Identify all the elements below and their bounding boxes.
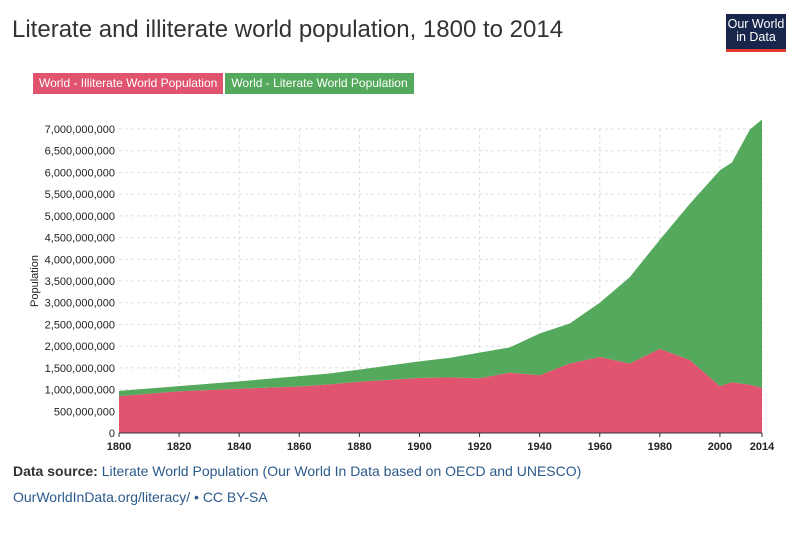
x-tick-label: 1820 <box>167 441 191 453</box>
x-tick-label: 1940 <box>527 441 551 453</box>
y-tick-label: 6,500,000,000 <box>45 146 115 158</box>
legend-item-illiterate[interactable]: World - Illiterate World Population <box>33 73 224 94</box>
y-tick-label: 1,000,000,000 <box>45 385 115 397</box>
data-source: Data source: Literate World Population (… <box>13 463 581 479</box>
area-series-0[interactable] <box>119 348 762 433</box>
y-tick-label: 5,000,000,000 <box>45 211 115 223</box>
x-tick-label: 2000 <box>708 441 732 453</box>
x-tick-label: 2014 <box>750 441 775 453</box>
y-tick-label: 0 <box>109 428 115 440</box>
x-tick-label: 1800 <box>107 441 131 453</box>
area-series-1[interactable] <box>119 119 762 397</box>
x-tick-label: 1900 <box>407 441 431 453</box>
x-tick-label: 1840 <box>227 441 251 453</box>
y-tick-label: 2,000,000,000 <box>45 341 115 353</box>
x-tick-label: 1960 <box>588 441 612 453</box>
y-tick-label: 5,500,000,000 <box>45 189 115 201</box>
y-tick-label: 500,000,000 <box>54 406 115 418</box>
x-tick-label: 1980 <box>648 441 672 453</box>
chart-areas <box>119 119 762 433</box>
y-tick-label: 6,000,000,000 <box>45 167 115 179</box>
source-link[interactable]: Literate World Population (Our World In … <box>101 463 582 479</box>
legend: World - Illiterate World Population Worl… <box>33 73 416 94</box>
x-axis-ticks: 1800 1820 1840 1860 1880 1900 1920 1940 1960 1980… <box>107 433 775 453</box>
owid-logo[interactable]: Our World in Data <box>726 14 786 52</box>
footer-url-link[interactable]: OurWorldInData.org/literacy/ <box>13 489 191 505</box>
legend-item-literate[interactable]: World - Literate World Population <box>225 73 414 94</box>
y-tick-label: 7,000,000,000 <box>45 124 115 136</box>
y-tick-label: 2,500,000,000 <box>45 319 115 331</box>
license-label[interactable]: • CC BY-SA <box>194 489 268 505</box>
y-axis-ticks: 0 500,000,000 1,000,000,000 1,500,000,000 2,… <box>45 124 115 440</box>
x-tick-label: 1880 <box>347 441 371 453</box>
x-tick-label: 1860 <box>287 441 311 453</box>
y-tick-label: 1,500,000,000 <box>45 363 115 375</box>
footer: OurWorldInData.org/literacy/ • CC BY-SA <box>13 489 268 505</box>
x-tick-label: 1920 <box>467 441 491 453</box>
logo-line-2: in Data <box>736 30 776 44</box>
y-tick-label: 4,000,000,000 <box>45 254 115 266</box>
y-axis-label: Population <box>29 255 41 307</box>
chart-title: Literate and illiterate world population… <box>12 16 564 43</box>
y-tick-label: 4,500,000,000 <box>45 233 115 245</box>
logo-accent-bar <box>726 49 786 52</box>
y-tick-label: 3,000,000,000 <box>45 298 115 310</box>
logo-line-1: Our World <box>727 17 785 31</box>
source-label: Data source: <box>13 463 98 479</box>
y-tick-label: 3,500,000,000 <box>45 276 115 288</box>
